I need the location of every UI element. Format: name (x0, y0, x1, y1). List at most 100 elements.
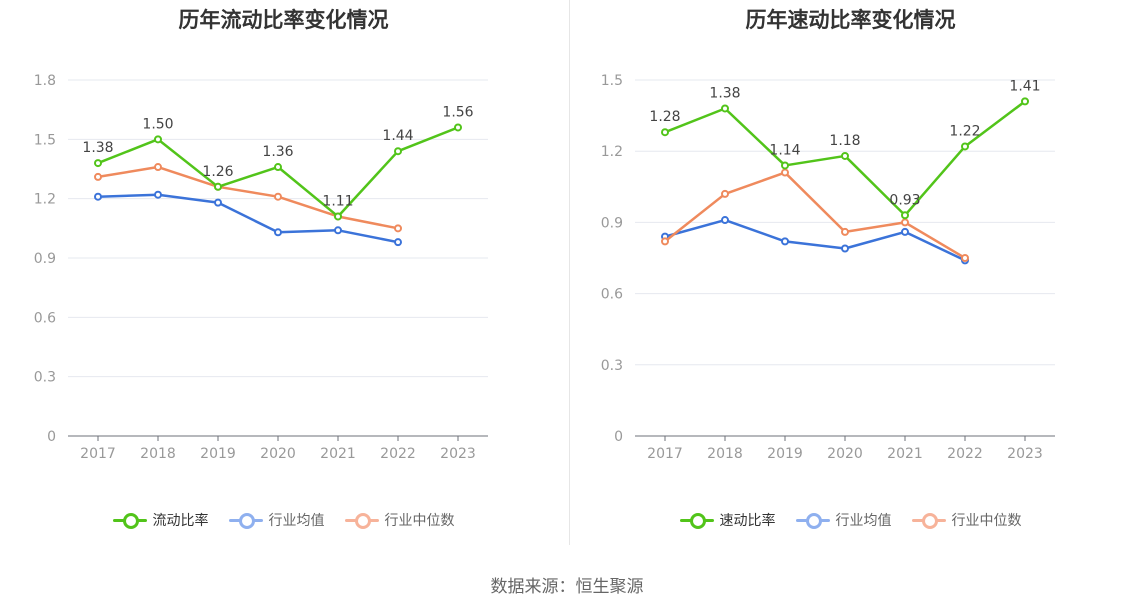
chart-title: 历年速动比率变化情况 (745, 8, 956, 32)
x-tick-label: 2022 (380, 446, 416, 462)
data-label: 1.11 (322, 193, 353, 209)
data-label: 1.28 (649, 109, 680, 125)
data-point-main[interactable] (1021, 97, 1029, 106)
data-point-median[interactable] (94, 172, 102, 181)
x-tick-label: 2019 (767, 446, 803, 462)
legend-marker-icon (679, 512, 714, 529)
data-point-median[interactable] (661, 237, 669, 246)
y-tick-label: 1.2 (601, 144, 623, 160)
series-line-median (97, 165, 399, 230)
data-point-main[interactable] (214, 182, 222, 191)
data-label: 1.44 (382, 128, 413, 144)
legend-marker-icon (344, 512, 379, 529)
data-point-main[interactable] (454, 123, 462, 132)
legend-marker-icon (911, 512, 946, 529)
legend-item-median[interactable]: 行业中位数 (344, 510, 455, 530)
legend-label: 行业均值 (835, 513, 892, 529)
data-point-avg[interactable] (781, 237, 789, 246)
data-point-main[interactable] (334, 212, 342, 221)
x-tick-label: 2018 (140, 446, 176, 462)
y-tick-label: 1.5 (34, 132, 56, 148)
legend-marker-icon (112, 512, 147, 529)
y-tick-label: 0.9 (601, 215, 623, 231)
data-point-median[interactable] (781, 168, 789, 177)
quick-ratio-panel: 历年速动比率变化情况 0 0.3 0.6 0.9 1.2 1.5 2017 2018 2019 2… (567, 0, 1134, 560)
y-tick-label: 1.2 (34, 192, 56, 208)
data-point-main[interactable] (901, 211, 909, 220)
data-point-main[interactable] (661, 128, 669, 137)
y-tick-label: 0.3 (34, 370, 56, 386)
x-tick-label: 2017 (647, 446, 683, 462)
x-tick-label: 2022 (947, 446, 983, 462)
data-label: 1.22 (949, 123, 980, 139)
data-point-main[interactable] (274, 163, 282, 172)
data-label: 1.56 (442, 104, 473, 120)
current-ratio-panel: 历年流动比率变化情况 0 0.3 0.6 0.9 1.2 1.5 1.8 2017 2018 20… (0, 0, 567, 560)
x-tick-label: 2019 (200, 446, 236, 462)
data-point-median[interactable] (841, 227, 849, 236)
panel-divider (569, 0, 570, 545)
legend-label: 流动比率 (152, 513, 209, 529)
y-tick-label: 0.6 (34, 310, 56, 326)
y-tick-label: 0 (47, 429, 56, 445)
y-tick-label: 0 (614, 429, 623, 445)
legend-item-main[interactable]: 流动比率 (112, 510, 209, 530)
data-point-median[interactable] (154, 163, 162, 172)
data-point-median[interactable] (961, 254, 969, 262)
data-point-avg[interactable] (94, 192, 102, 201)
data-label: 1.36 (262, 144, 293, 160)
data-point-main[interactable] (781, 161, 789, 170)
data-source: 数据来源：恒生聚源 (490, 577, 644, 597)
data-point-main[interactable] (721, 104, 729, 113)
legend-label: 速动比率 (719, 513, 776, 529)
legend-item-median[interactable]: 行业中位数 (911, 510, 1022, 530)
x-tick-label: 2021 (887, 446, 923, 462)
data-point-avg[interactable] (394, 238, 402, 247)
data-point-median[interactable] (721, 189, 729, 198)
legend-marker-icon (228, 512, 263, 529)
data-point-main[interactable] (94, 159, 102, 168)
data-point-main[interactable] (961, 142, 969, 151)
x-tick-label: 2017 (80, 446, 116, 462)
legend-item-avg[interactable]: 行业均值 (228, 510, 325, 530)
series-line-avg (664, 218, 966, 262)
legend-label: 行业中位数 (951, 513, 1022, 529)
legend-item-avg[interactable]: 行业均值 (795, 510, 892, 530)
x-tick-label: 2023 (1007, 446, 1043, 462)
x-tick-label: 2020 (827, 446, 863, 462)
data-label: 1.38 (82, 140, 113, 156)
data-point-median[interactable] (901, 218, 909, 227)
data-point-avg[interactable] (841, 244, 849, 253)
data-label: 1.38 (709, 85, 740, 101)
data-point-main[interactable] (841, 151, 849, 160)
quick-ratio-chart: 0 0.3 0.6 0.9 1.2 1.5 2017 2018 2019 2020 2021 2022… (601, 73, 1055, 462)
data-point-median[interactable] (274, 192, 282, 201)
x-tick-label: 2018 (707, 446, 743, 462)
data-point-avg[interactable] (334, 226, 342, 235)
y-tick-label: 1.5 (601, 73, 623, 89)
y-tick-label: 1.8 (34, 73, 56, 89)
series-line-avg (97, 193, 399, 244)
data-point-avg[interactable] (214, 198, 222, 207)
chart-title: 历年流动比率变化情况 (178, 8, 389, 32)
y-tick-label: 0.6 (601, 287, 623, 303)
data-point-avg[interactable] (721, 216, 729, 225)
data-label: 0.93 (889, 192, 920, 208)
data-point-avg[interactable] (901, 227, 909, 236)
x-tick-label: 2023 (440, 446, 476, 462)
legend-label: 行业中位数 (384, 513, 455, 529)
data-point-median[interactable] (394, 224, 402, 233)
x-tick-label: 2020 (260, 446, 296, 462)
legend-item-main[interactable]: 速动比率 (679, 510, 776, 530)
data-label: 1.50 (142, 116, 173, 132)
legend-marker-icon (795, 512, 830, 529)
data-point-avg[interactable] (154, 190, 162, 199)
data-point-main[interactable] (394, 147, 402, 156)
y-tick-label: 0.3 (601, 358, 623, 374)
data-label: 1.18 (829, 133, 860, 149)
current-ratio-chart: 0 0.3 0.6 0.9 1.2 1.5 1.8 2017 2018 2019 2020 2021 2… (34, 73, 488, 462)
legend-label: 行业均值 (268, 513, 325, 529)
data-label: 1.26 (202, 164, 233, 180)
data-point-main[interactable] (154, 135, 162, 144)
data-point-avg[interactable] (274, 228, 282, 237)
